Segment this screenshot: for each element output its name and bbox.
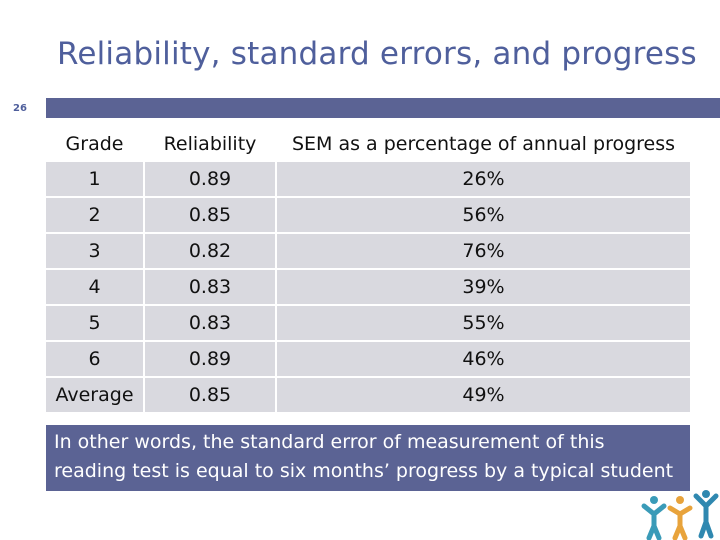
reliability-cell: 0.82 [143,234,277,270]
sem-cell: 26% [277,162,690,198]
table-row-average: Average 0.85 49% [46,378,690,414]
title-rule-bar [46,98,720,118]
grade-cell: 3 [46,234,143,270]
sem-cell: 76% [277,234,690,270]
reliability-cell: 0.83 [143,270,277,306]
table-row: 5 0.83 55% [46,306,690,342]
reliability-cell: 0.89 [143,342,277,378]
sem-cell: 56% [277,198,690,234]
grade-cell: 6 [46,342,143,378]
summary-callout: In other words, the standard error of me… [46,425,690,491]
data-table: Grade Reliability SEM as a percentage of… [46,126,690,414]
header-sem: SEM as a percentage of annual progress [277,126,690,162]
table-row: 2 0.85 56% [46,198,690,234]
table-row: 6 0.89 46% [46,342,690,378]
grade-cell: 4 [46,270,143,306]
sem-cell: 55% [277,306,690,342]
people-group-icon [641,490,719,540]
reliability-cell: 0.85 [143,198,277,234]
sem-cell: 49% [277,378,690,414]
sem-cell: 46% [277,342,690,378]
grade-cell: Average [46,378,143,414]
reliability-cell: 0.85 [143,378,277,414]
table-row: 1 0.89 26% [46,162,690,198]
grade-cell: 1 [46,162,143,198]
table-row: 3 0.82 76% [46,234,690,270]
table-header-row: Grade Reliability SEM as a percentage of… [46,126,690,162]
slide-number: 26 [0,98,40,118]
table-row: 4 0.83 39% [46,270,690,306]
slide-title: Reliability, standard errors, and progre… [57,36,697,72]
header-reliability: Reliability [143,126,277,162]
sem-cell: 39% [277,270,690,306]
reliability-cell: 0.83 [143,306,277,342]
header-grade: Grade [46,126,143,162]
grade-cell: 2 [46,198,143,234]
grade-cell: 5 [46,306,143,342]
reliability-cell: 0.89 [143,162,277,198]
